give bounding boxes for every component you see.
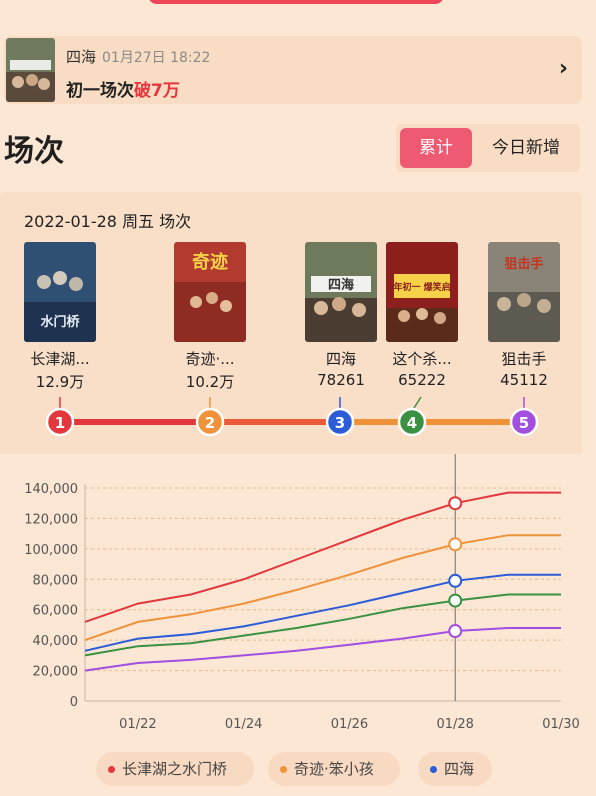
notice-poster-thumbnail (6, 38, 55, 102)
legend-label: 长津湖之水门桥 (122, 760, 228, 778)
ranking-film-5[interactable]: 狙击手 狙击手 45112 (474, 242, 574, 389)
legend-dot (280, 766, 287, 773)
x-tick-label: 01/24 (225, 717, 262, 732)
rank-badge-3: 3 (325, 407, 355, 437)
notice-text: 初一场次破7万 (66, 76, 180, 101)
mode-toggle: 累计 今日新增 (396, 124, 580, 172)
rank-badge-4: 4 (397, 407, 427, 437)
legend-item-2[interactable]: 奇迹·笨小孩 (268, 752, 400, 786)
poster-image: 奇迹 (174, 242, 246, 342)
rank-number: 4 (407, 414, 417, 432)
chart-legend: 长津湖之水门桥 奇迹·笨小孩 四海 (0, 752, 596, 788)
x-tick-label: 01/28 (436, 717, 473, 732)
y-tick-label: 140,000 (24, 482, 78, 497)
poster-4-caption: 大年初一 爆笑启动 (386, 281, 458, 293)
legend-label: 奇迹·笨小孩 (294, 760, 374, 778)
highlight-point-5 (448, 624, 463, 639)
legend-item-3[interactable]: 四海 (418, 752, 492, 786)
ranking-film-1[interactable]: 水门桥 长津湖... 12.9万 (10, 242, 110, 392)
legend-dot (430, 766, 437, 773)
section-title: 场次 (4, 134, 64, 169)
x-tick-label: 01/26 (331, 717, 368, 732)
y-tick-label: 60,000 (33, 604, 79, 619)
rank-number: 1 (55, 414, 65, 432)
ranking-date: 2022-01-28 周五 场次 (24, 212, 192, 231)
toggle-cumulative[interactable]: 累计 (400, 128, 472, 168)
y-tick-label: 120,000 (24, 512, 78, 527)
highlight-point-1 (448, 496, 463, 511)
poster-image: 狙击手 (488, 242, 560, 342)
ranking-film-value: 65222 (398, 371, 446, 389)
line-chart-svg: 0 20,000 40,000 60,000 80,000 100,000 120,000 1… (24, 454, 580, 732)
connector-4 (413, 396, 422, 409)
ranking-film-2[interactable]: 奇迹 奇迹·... 10.2万 (160, 242, 260, 392)
series-line-2 (84, 534, 561, 642)
highlight-point-3 (448, 573, 463, 588)
ranking-film-value: 78261 (317, 371, 365, 389)
chevron-right-icon[interactable]: › (558, 56, 568, 81)
rank-badge-2: 2 (195, 407, 225, 437)
y-tick-label: 80,000 (33, 573, 79, 588)
ranking-film-name: 长津湖... (30, 350, 90, 368)
series-line-1 (84, 491, 561, 623)
notice-datetime: 01月27日 18:22 (102, 50, 211, 66)
notice-title: 四海 01月27日 18:22 (66, 46, 210, 67)
notice-text-prefix: 初一场次 (66, 81, 134, 101)
line-chart[interactable]: 0 20,000 40,000 60,000 80,000 100,000 120,000 1… (0, 454, 596, 744)
poster-2-caption: 奇迹 (192, 251, 228, 273)
ranking-film-name: 狙击手 (501, 350, 547, 368)
ranking-film-name: 奇迹·... (185, 350, 235, 368)
highlight-point-4 (448, 593, 463, 608)
legend-dot (108, 766, 115, 773)
rank-number: 3 (335, 414, 345, 432)
highlight-point-2 (448, 537, 463, 552)
rank-badge-5: 5 (509, 407, 539, 437)
notice-text-highlight: 破7万 (134, 81, 180, 101)
poster-1-caption: 水门桥 (40, 314, 80, 330)
legend-item-1[interactable]: 长津湖之水门桥 (96, 752, 254, 786)
ranking-film-value: 12.9万 (35, 373, 85, 391)
toggle-today-new[interactable]: 今日新增 (492, 138, 560, 158)
poster-image: 水门桥 (24, 242, 96, 342)
y-tick-label: 40,000 (33, 634, 79, 649)
rank-number: 2 (205, 414, 215, 432)
poster-image: 四海 (305, 242, 377, 342)
x-tick-label: 01/30 (542, 717, 579, 732)
ranking-panel: 2022-01-28 周五 场次 水门桥 长津湖... 12.9万 奇迹 奇迹·… (0, 192, 582, 454)
y-tick-label: 100,000 (24, 543, 78, 558)
y-tick-label: 20,000 (33, 665, 79, 680)
ranking-film-3[interactable]: 四海 四海 78261 (291, 242, 391, 389)
y-tick-label: 0 (70, 695, 78, 710)
ranking-film-name: 四海 (325, 350, 356, 368)
poster-3-caption: 四海 (328, 277, 354, 293)
rank-badge-1: 1 (45, 407, 75, 437)
poster-image: 大年初一 爆笑启动 (386, 242, 458, 342)
x-tick-label: 01/22 (119, 717, 156, 732)
series-line-3 (84, 573, 561, 652)
ranking-film-value: 45112 (500, 371, 548, 389)
notice-bar[interactable]: 四海 01月27日 18:22 初一场次破7万 › (4, 36, 582, 104)
top-banner-button[interactable] (148, 0, 444, 4)
poster-5-caption: 狙击手 (504, 256, 543, 272)
series-line-4 (84, 593, 561, 657)
notice-movie: 四海 (66, 48, 97, 66)
ranking-film-4[interactable]: 大年初一 爆笑启动 这个杀... 65222 (372, 242, 472, 389)
series-line-5 (84, 627, 561, 672)
ranking-film-value: 10.2万 (185, 373, 235, 391)
ranking-track: 1 2 3 4 5 (45, 396, 539, 437)
legend-label: 四海 (444, 760, 475, 778)
rank-number: 5 (519, 414, 529, 432)
ranking-film-name: 这个杀... (392, 350, 452, 368)
